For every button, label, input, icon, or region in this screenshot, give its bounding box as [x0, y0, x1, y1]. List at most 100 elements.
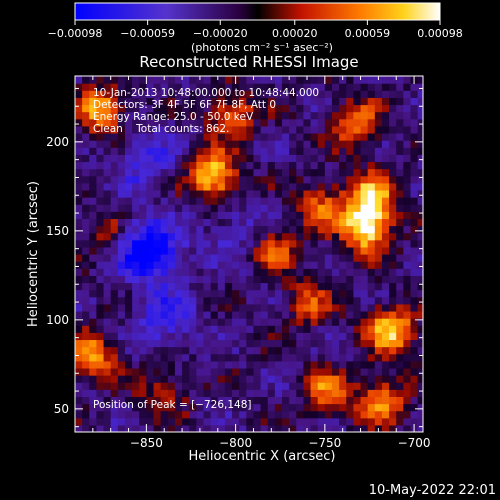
heatmap-cell	[239, 189, 247, 198]
heatmap-cell	[139, 261, 147, 269]
heatmap-cell	[246, 360, 255, 369]
heatmap-cell	[331, 268, 340, 276]
heatmap-cell	[224, 346, 233, 355]
heatmap-cell	[174, 254, 183, 262]
heatmap-cell	[260, 132, 269, 141]
heatmap-cell	[174, 318, 183, 326]
heatmap-cell	[389, 111, 397, 120]
heatmap-cell	[210, 410, 219, 419]
heatmap-cell	[210, 140, 219, 148]
heatmap-cell	[374, 289, 383, 298]
heatmap-cell	[239, 76, 247, 84]
heatmap-cell	[210, 353, 219, 362]
heatmap-cell	[331, 182, 340, 191]
heatmap-cell	[267, 111, 276, 120]
heatmap-cell	[360, 360, 369, 369]
heatmap-cell	[417, 289, 423, 298]
heatmap-cell	[296, 154, 305, 163]
heatmap-cell	[381, 232, 390, 241]
heatmap-cell	[331, 161, 340, 170]
heatmap-cell	[153, 417, 162, 426]
heatmap-cell	[117, 261, 126, 269]
heatmap-cell	[96, 396, 105, 405]
heatmap-cell	[82, 268, 90, 276]
heatmap-cell	[196, 90, 205, 98]
heatmap-cell	[103, 246, 112, 255]
heatmap-cell	[124, 353, 133, 362]
heatmap-cell	[103, 254, 112, 262]
heatmap-cell	[189, 325, 197, 333]
footer-timestamp: 10-May-2022 22:01	[369, 483, 496, 498]
heatmap-cell	[232, 339, 240, 348]
heatmap-cell	[146, 161, 155, 170]
heatmap-cell	[346, 275, 354, 284]
heatmap-cell	[367, 318, 376, 326]
heatmap-cell	[331, 424, 340, 432]
heatmap-cell	[346, 289, 354, 298]
heatmap-cell	[331, 132, 340, 141]
heatmap-cell	[217, 360, 226, 369]
heatmap-cell	[324, 232, 333, 241]
heatmap-cell	[203, 289, 212, 298]
heatmap-cell	[167, 246, 176, 255]
heatmap-cell	[310, 268, 319, 276]
heatmap-cell	[417, 360, 423, 369]
heatmap-cell	[124, 289, 133, 298]
heatmap-cell	[217, 175, 226, 184]
heatmap-cell	[160, 375, 169, 383]
heatmap-cell	[239, 97, 247, 106]
heatmap-cell	[396, 246, 404, 255]
heatmap-cell	[110, 261, 119, 269]
heatmap-cell	[289, 254, 297, 262]
heatmap-cell	[96, 204, 105, 212]
heatmap-cell	[289, 353, 297, 362]
x-tick-label: −800	[219, 436, 252, 450]
heatmap-cell	[296, 289, 305, 298]
heatmap-cell	[282, 417, 290, 426]
heatmap-cell	[110, 410, 119, 419]
heatmap-cell	[232, 161, 240, 170]
heatmap-cell	[153, 367, 162, 376]
heatmap-cell	[196, 175, 205, 184]
heatmap-cell	[339, 325, 347, 333]
heatmap-cell	[167, 410, 176, 419]
heatmap-cell	[182, 417, 190, 426]
heatmap-cell	[75, 104, 83, 113]
heatmap-cell	[410, 289, 419, 298]
heatmap-cell	[82, 417, 90, 426]
heatmap-cell	[117, 197, 126, 205]
heatmap-cell	[403, 275, 412, 284]
heatmap-cell	[124, 125, 133, 134]
heatmap-cell	[132, 254, 140, 262]
heatmap-cell	[389, 424, 397, 432]
heatmap-cell	[289, 140, 297, 148]
heatmap-cell	[117, 318, 126, 326]
heatmap-cell	[389, 104, 397, 113]
heatmap-cell	[282, 204, 290, 212]
heatmap-cell	[189, 268, 197, 276]
heatmap-cell	[396, 211, 404, 219]
heatmap-cell	[360, 417, 369, 426]
heatmap-cell	[317, 83, 326, 91]
heatmap-cell	[167, 424, 176, 432]
heatmap-cell	[410, 140, 419, 148]
heatmap-cell	[124, 90, 133, 98]
heatmap-cell	[96, 154, 105, 163]
heatmap-cell	[417, 76, 423, 84]
heatmap-cell	[146, 218, 155, 227]
heatmap-cell	[196, 310, 205, 319]
heatmap-cell	[232, 147, 240, 155]
heatmap-cell	[96, 90, 105, 98]
heatmap-cell	[160, 318, 169, 326]
heatmap-cell	[203, 417, 212, 426]
heatmap-cell	[289, 246, 297, 255]
heatmap-cell	[160, 289, 169, 298]
heatmap-cell	[303, 403, 312, 412]
heatmap-cell	[339, 239, 347, 248]
heatmap-cell	[167, 76, 176, 84]
heatmap-cell	[139, 303, 147, 312]
heatmap-cell	[246, 225, 255, 234]
heatmap-cell	[117, 403, 126, 412]
heatmap-cell	[117, 382, 126, 390]
heatmap-cell	[124, 246, 133, 255]
